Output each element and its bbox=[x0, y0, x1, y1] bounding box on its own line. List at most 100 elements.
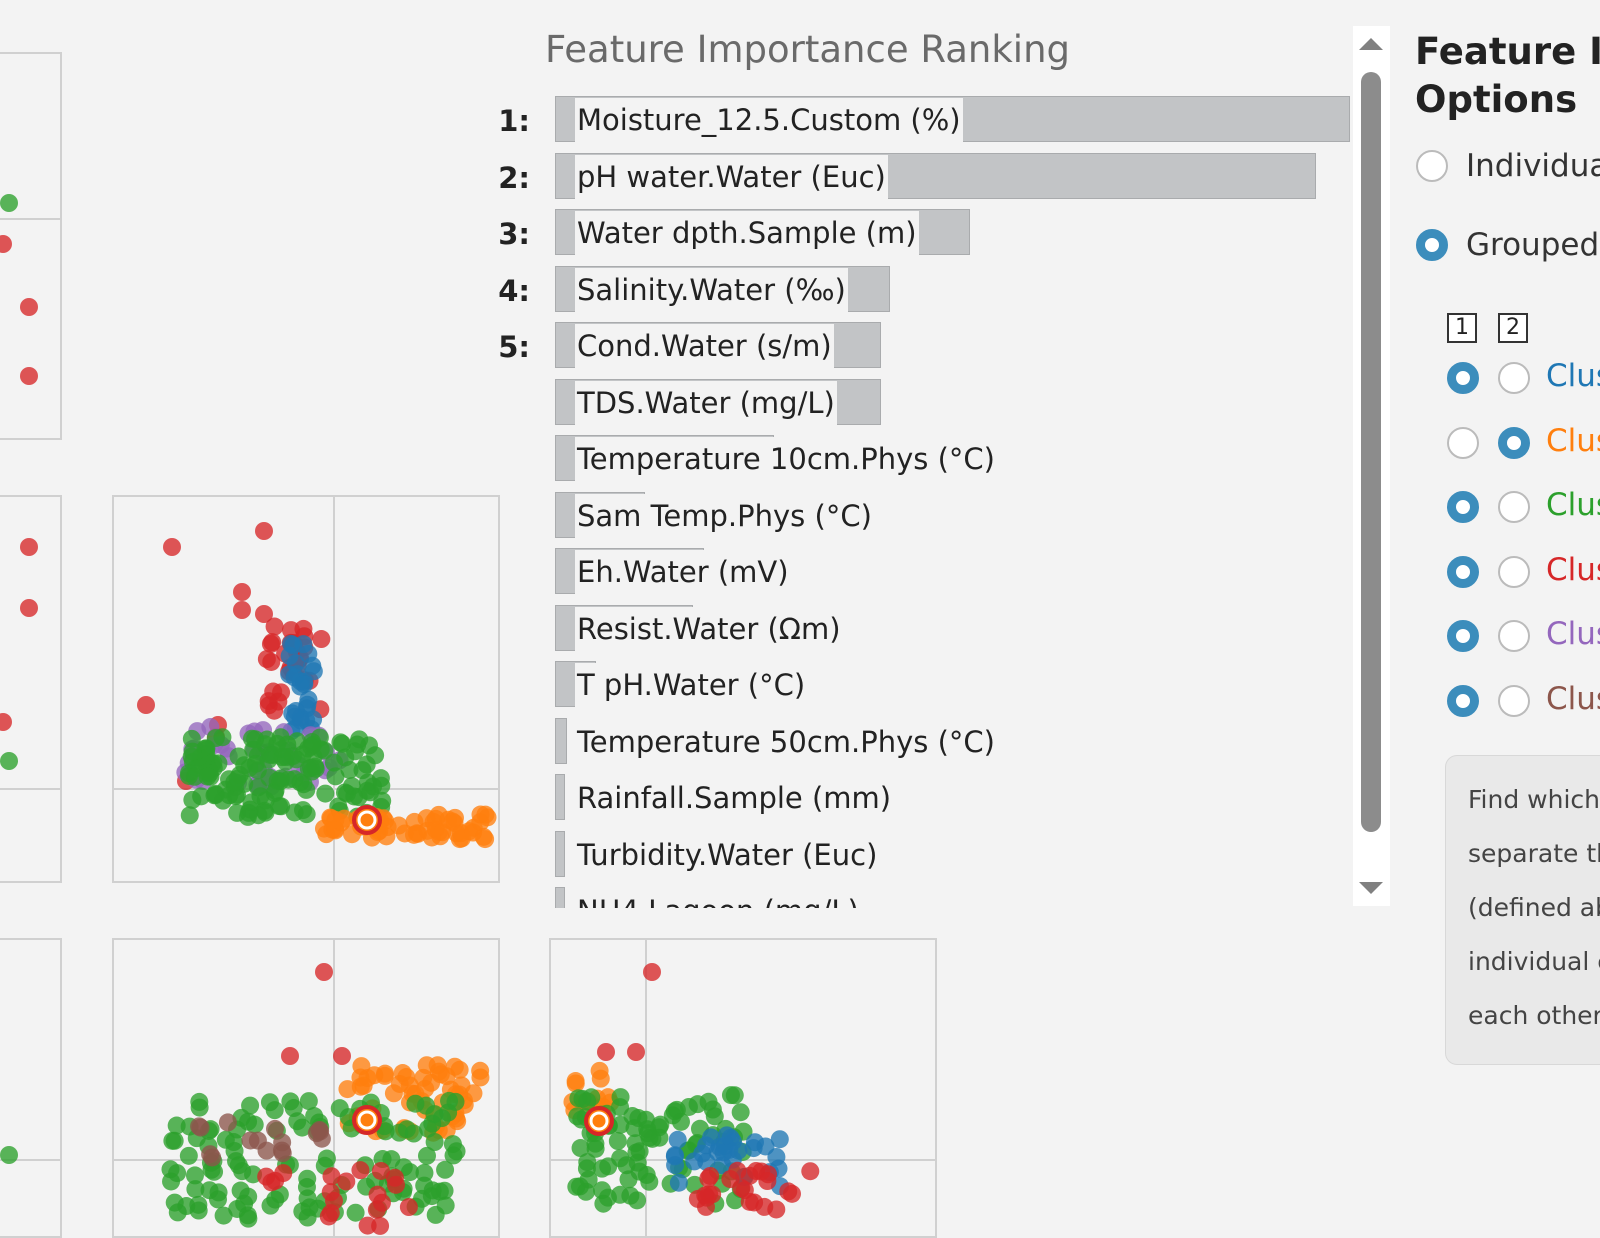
scatter-point bbox=[293, 1118, 312, 1137]
ranking-row[interactable]: Temperature 10cm.Phys (°C) bbox=[480, 435, 1350, 483]
ranking-row[interactable]: 2: pH water.Water (Euc) bbox=[480, 152, 1350, 201]
scatter-point bbox=[372, 1193, 391, 1212]
ranking-row[interactable]: Sam Temp.Phys (°C) bbox=[480, 491, 1350, 540]
scatter-point bbox=[422, 1073, 441, 1092]
scatter-point bbox=[285, 803, 304, 822]
scatter-point bbox=[0, 1146, 18, 1164]
ranking-row[interactable]: 3: Water dpth.Sample (m) bbox=[480, 209, 1350, 257]
scatter-point bbox=[183, 790, 202, 809]
scatter-point bbox=[417, 809, 436, 828]
ranking-feature-label: Resist.Water (Ωm) bbox=[575, 606, 843, 651]
scatter-point bbox=[266, 1171, 285, 1190]
scroll-thumb[interactable] bbox=[1361, 72, 1381, 832]
scroll-up-arrow-icon[interactable] bbox=[1359, 38, 1383, 50]
scroll-down-arrow-icon[interactable] bbox=[1359, 882, 1383, 894]
scatter-point bbox=[214, 791, 233, 810]
ranking-row[interactable]: Rainfall.Sample (mm) bbox=[480, 774, 1350, 822]
scatter-plot-mid-center[interactable] bbox=[112, 495, 500, 883]
scatter-point bbox=[608, 1132, 627, 1151]
scatter-point bbox=[312, 630, 331, 649]
scatter-point bbox=[476, 805, 495, 824]
cluster-group2-radio[interactable] bbox=[1498, 426, 1530, 459]
selected-point-ring bbox=[357, 810, 377, 830]
ranking-row[interactable]: TDS.Water (mg/L) bbox=[480, 378, 1350, 427]
ranking-feature-label: TDS.Water (mg/L) bbox=[575, 380, 837, 425]
scatter-point bbox=[586, 1139, 605, 1158]
scatter-point bbox=[338, 1080, 357, 1099]
cluster-group1-radio[interactable] bbox=[1447, 362, 1479, 394]
scatter-point bbox=[182, 729, 201, 748]
scatter-plot-mid-left[interactable] bbox=[0, 495, 62, 883]
ranking-row[interactable]: Turbidity.Water (Euc) bbox=[480, 830, 1350, 879]
scatter-point bbox=[20, 538, 38, 556]
ranking-feature-label: NH4.Lagoon (mg/L) bbox=[575, 889, 861, 908]
scatter-point bbox=[399, 1198, 418, 1217]
scatter-plot-bottom-left[interactable] bbox=[0, 938, 62, 1238]
scatter-point bbox=[628, 1191, 647, 1210]
cluster-label: Clus bbox=[1546, 551, 1600, 588]
scatter-point bbox=[265, 1119, 284, 1138]
scatter-point bbox=[404, 1124, 423, 1143]
scatter-point bbox=[203, 1148, 222, 1167]
cluster-group1-radio[interactable] bbox=[1447, 620, 1479, 652]
ranking-row[interactable]: 1: Moisture_12.5.Custom (%) bbox=[480, 96, 1350, 144]
ranking-row[interactable]: T pH.Water (°C) bbox=[480, 661, 1350, 709]
ranking-row[interactable]: Eh.Water (mV) bbox=[480, 548, 1350, 596]
cluster-group2-radio[interactable] bbox=[1498, 362, 1530, 394]
cluster-group2-radio[interactable] bbox=[1498, 620, 1530, 652]
scatter-point bbox=[249, 778, 268, 797]
ranking-row[interactable]: 5: Cond.Water (s/m) bbox=[480, 322, 1350, 370]
scatter-plot-bottom-center[interactable] bbox=[112, 938, 500, 1238]
scatter-point bbox=[302, 737, 321, 756]
options-title: Feature Im Options bbox=[1415, 28, 1600, 124]
ranking-list[interactable]: 1: Moisture_12.5.Custom (%) 2: pH water.Wat… bbox=[480, 88, 1350, 908]
scatter-point bbox=[801, 1162, 820, 1181]
ranking-scrollbar[interactable] bbox=[1353, 26, 1390, 906]
scatter-point bbox=[167, 1116, 186, 1135]
scatter-point bbox=[445, 808, 464, 827]
ranking-row[interactable]: Resist.Water (Ωm) bbox=[480, 604, 1350, 653]
ranking-row[interactable]: Temperature 50cm.Phys (°C) bbox=[480, 717, 1350, 766]
cluster-group2-radio[interactable] bbox=[1498, 684, 1530, 717]
scatter-point bbox=[271, 728, 290, 747]
scatter-point bbox=[280, 665, 299, 684]
scatter-point bbox=[190, 1098, 209, 1117]
ranking-rank-number: 2: bbox=[498, 160, 530, 195]
options-title-line1: Feature Im bbox=[1415, 30, 1600, 73]
cluster-label: Clus bbox=[1546, 422, 1600, 459]
scatter-plot-bottom-right[interactable] bbox=[549, 938, 937, 1238]
scatter-point bbox=[230, 765, 249, 784]
scatter-point bbox=[599, 1088, 618, 1107]
scatter-plot-top-left[interactable] bbox=[0, 52, 62, 440]
individual-radio[interactable] bbox=[1416, 150, 1448, 182]
scatter-point bbox=[770, 1130, 789, 1149]
scatter-point bbox=[417, 1146, 436, 1165]
scatter-point bbox=[358, 1216, 377, 1235]
ranking-feature-label: Water dpth.Sample (m) bbox=[575, 211, 919, 255]
grouped-radio[interactable] bbox=[1416, 229, 1448, 261]
cluster-group2-radio[interactable] bbox=[1498, 555, 1530, 588]
ranking-row[interactable]: 4: Salinity.Water (‰) bbox=[480, 265, 1350, 314]
scatter-point bbox=[265, 1101, 284, 1120]
grouped-label: Grouped bbox=[1466, 227, 1600, 263]
cluster-group1-radio[interactable] bbox=[1447, 491, 1479, 523]
scatter-point bbox=[179, 1146, 198, 1165]
scatter-point bbox=[305, 1107, 324, 1126]
scatter-point bbox=[282, 621, 301, 640]
scatter-point bbox=[233, 1162, 252, 1181]
scatter-point bbox=[281, 1047, 299, 1065]
scatter-point bbox=[407, 824, 426, 843]
scatter-point bbox=[406, 1094, 425, 1113]
cluster-group1-radio[interactable] bbox=[1447, 555, 1479, 588]
cluster-group1-radio[interactable] bbox=[1447, 426, 1479, 459]
cluster-group1-radio[interactable] bbox=[1447, 684, 1479, 717]
scatter-point bbox=[180, 806, 199, 825]
ranking-row[interactable]: NH4.Lagoon (mg/L) bbox=[480, 887, 1350, 908]
cluster-label: Clus bbox=[1546, 487, 1600, 523]
help-line: Find which bbox=[1468, 785, 1600, 814]
scatter-point bbox=[697, 1152, 716, 1171]
scatter-point bbox=[593, 1159, 612, 1178]
help-line: separate th bbox=[1468, 839, 1600, 868]
cluster-group2-radio[interactable] bbox=[1498, 491, 1530, 523]
help-box bbox=[1445, 755, 1600, 1065]
